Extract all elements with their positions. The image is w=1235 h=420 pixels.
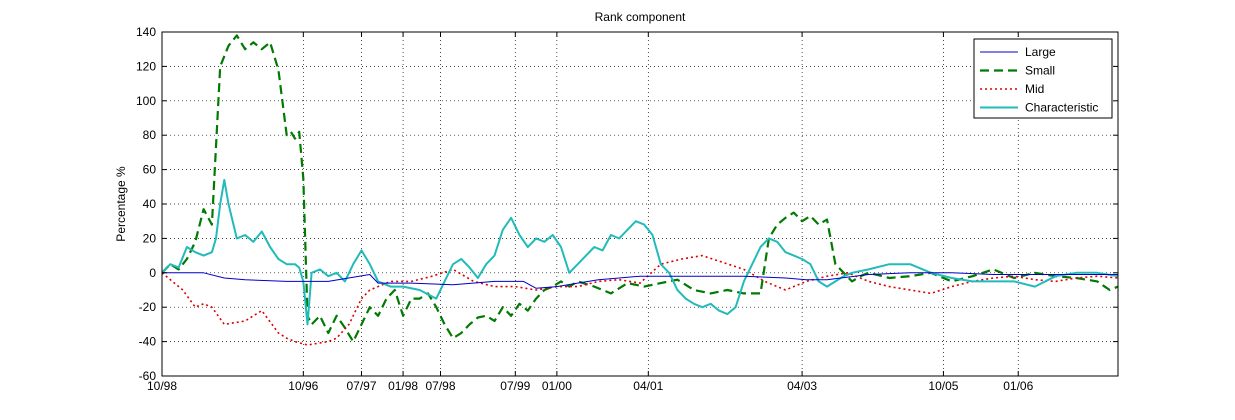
y-tick-label: 20: [143, 231, 157, 245]
x-tick-label: 07/97: [346, 379, 376, 393]
series-line-small: [162, 34, 1118, 343]
y-tick-label: 80: [143, 128, 157, 142]
y-tick-label: 0: [149, 266, 156, 280]
x-tick-label: 01/00: [542, 379, 572, 393]
series-line-mid: [162, 254, 1118, 346]
x-tick-label: 01/06: [1003, 379, 1033, 393]
x-tick-label: 07/99: [500, 379, 530, 393]
y-tick-label: 60: [143, 163, 157, 177]
legend-label-large: Large: [1025, 45, 1056, 59]
y-tick-label: 140: [136, 25, 156, 39]
series-line-characteristic: [162, 178, 1118, 326]
chart-title: Rank component: [595, 10, 686, 24]
legend-label-small: Small: [1025, 64, 1055, 78]
x-tick-label: 10/98: [147, 379, 177, 393]
x-tick-label: 04/03: [787, 379, 817, 393]
y-tick-label: -40: [139, 335, 157, 349]
axis-ticks: -60 -40 -20 0 20 40 60 80 100 120 140 10/98 10/96 07/…: [136, 25, 1118, 393]
x-tick-label: 04/01: [633, 379, 663, 393]
y-tick-label: -60: [139, 369, 157, 383]
x-tick-label: 10/96: [288, 379, 318, 393]
y-tick-label: -20: [139, 300, 157, 314]
y-tick-label: 40: [143, 197, 157, 211]
x-tick-label: 07/98: [425, 379, 455, 393]
y-tick-label: 100: [136, 94, 156, 108]
legend-label-mid: Mid: [1025, 82, 1044, 96]
x-tick-label: 10/05: [928, 379, 958, 393]
x-tick-label: 01/98: [388, 379, 418, 393]
series-line-large: [162, 272, 1118, 289]
y-axis-label: Percentage %: [114, 166, 128, 242]
series-lines: [162, 34, 1118, 346]
legend: Large Small Mid Characteristic: [973, 38, 1113, 119]
legend-label-characteristic: Characteristic: [1025, 101, 1098, 115]
y-tick-label: 120: [136, 59, 156, 73]
